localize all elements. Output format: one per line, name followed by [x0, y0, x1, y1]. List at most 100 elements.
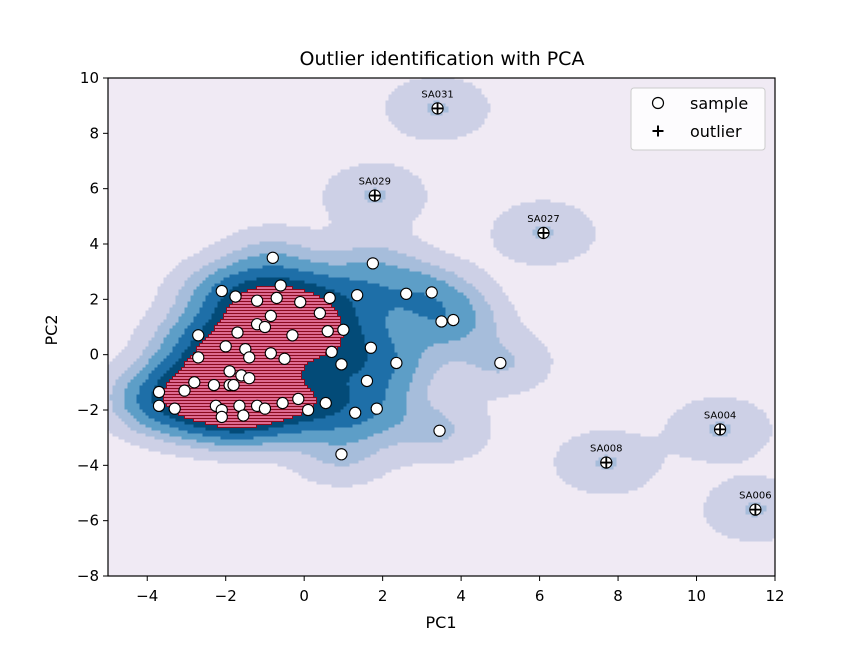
sample-point	[313, 307, 327, 320]
x-tick-label: 0	[299, 587, 309, 605]
legend-sample-label: sample	[690, 94, 748, 113]
sample-point	[276, 396, 289, 410]
y-tick-label: 4	[89, 235, 99, 253]
sample-point	[258, 320, 272, 334]
x-axis-label: PC1	[426, 613, 457, 632]
sample-point	[266, 251, 279, 264]
sample-point	[264, 309, 277, 323]
sample-point	[278, 352, 291, 365]
sample-point	[323, 291, 336, 305]
sample-point	[321, 324, 334, 338]
sample-point	[390, 356, 403, 370]
sample-points	[152, 251, 507, 461]
sample-point	[301, 403, 315, 417]
x-tick-label: 12	[765, 587, 784, 605]
sample-point	[250, 294, 264, 307]
sample-point	[349, 406, 362, 419]
outlier-cross	[714, 423, 726, 435]
sample-point	[435, 315, 448, 328]
outlier-points: SA031 SA029 SA027 SA004 SA008 SA006	[359, 89, 772, 516]
y-tick-label: −6	[77, 512, 99, 530]
sample-point	[364, 341, 378, 354]
x-tick-label: −4	[136, 587, 158, 605]
outlier-cross	[369, 190, 381, 202]
sample-point	[370, 402, 383, 415]
sample-point	[229, 290, 242, 303]
sample-point	[243, 351, 256, 364]
sample-point	[433, 424, 446, 437]
outlier-label: SA031	[421, 89, 453, 100]
sample-point	[325, 345, 338, 359]
x-tick-label: 10	[687, 587, 706, 605]
sample-point	[270, 291, 283, 305]
sample-point	[215, 284, 228, 298]
sample-point	[494, 356, 507, 370]
sample-point	[152, 399, 166, 412]
outlier-label: SA027	[527, 214, 559, 225]
sample-point	[231, 326, 244, 339]
legend-box	[630, 87, 766, 151]
y-tick-label: −8	[77, 567, 99, 585]
sample-point	[227, 378, 240, 392]
sample-point	[207, 378, 221, 392]
outlier-cross	[600, 457, 612, 469]
legend-outlier-label: outlier	[690, 122, 742, 141]
outlier-label: SA006	[739, 491, 771, 502]
y-tick-label: −2	[77, 401, 99, 419]
sample-point	[274, 279, 287, 292]
sample-point	[219, 340, 232, 353]
y-axis-ticks: −8 −6 −4 −2 0 2 4 6 8 10	[77, 69, 108, 585]
y-tick-label: 2	[89, 290, 99, 308]
sample-point	[286, 329, 299, 342]
sample-point	[335, 448, 348, 461]
sample-point	[366, 257, 379, 270]
x-tick-label: 4	[456, 587, 466, 605]
sample-point	[223, 365, 236, 378]
sample-point	[178, 384, 191, 397]
sample-point	[350, 289, 364, 302]
sample-point	[335, 358, 348, 371]
sample-point	[400, 287, 413, 300]
x-tick-label: 8	[613, 587, 623, 605]
x-tick-label: −2	[215, 587, 237, 605]
y-tick-label: 0	[89, 346, 99, 364]
y-axis-label: PC2	[42, 315, 61, 346]
sample-point	[292, 392, 305, 406]
legend: sample outlier	[630, 87, 766, 151]
sample-point	[337, 323, 350, 336]
sample-point	[168, 402, 181, 415]
x-tick-label: 6	[535, 587, 545, 605]
outlier-cross	[432, 102, 444, 114]
sample-point	[258, 402, 272, 415]
sample-point	[237, 409, 250, 422]
density-contours	[108, 78, 775, 542]
plot-frame	[107, 77, 776, 577]
outlier-label: SA029	[359, 177, 391, 188]
sample-point	[192, 351, 205, 364]
legend-outlier-marker	[652, 125, 664, 137]
sample-point	[447, 313, 460, 327]
outlier-cross	[749, 504, 761, 516]
chart-title: Outlier identification with PCA	[300, 48, 585, 70]
x-axis-ticks: −4 −2 0 2 4 6 8 10 12	[136, 576, 785, 605]
x-tick-label: 2	[378, 587, 388, 605]
sample-point	[360, 374, 374, 388]
outlier-label: SA008	[590, 444, 622, 455]
y-tick-label: −4	[77, 456, 99, 474]
sample-point	[294, 295, 307, 309]
outlier-label: SA004	[704, 410, 736, 421]
y-tick-label: 10	[80, 69, 99, 87]
y-tick-label: 8	[89, 124, 99, 142]
sample-point	[425, 286, 438, 299]
sample-point	[152, 385, 166, 399]
outlier-cross	[538, 227, 550, 239]
legend-sample-marker	[651, 96, 665, 110]
sample-point	[188, 376, 201, 389]
sample-point	[243, 372, 256, 385]
y-tick-label: 6	[89, 180, 99, 198]
sample-point	[215, 410, 228, 424]
sample-point	[192, 329, 205, 342]
sample-point	[319, 396, 332, 410]
sample-point	[264, 347, 277, 360]
